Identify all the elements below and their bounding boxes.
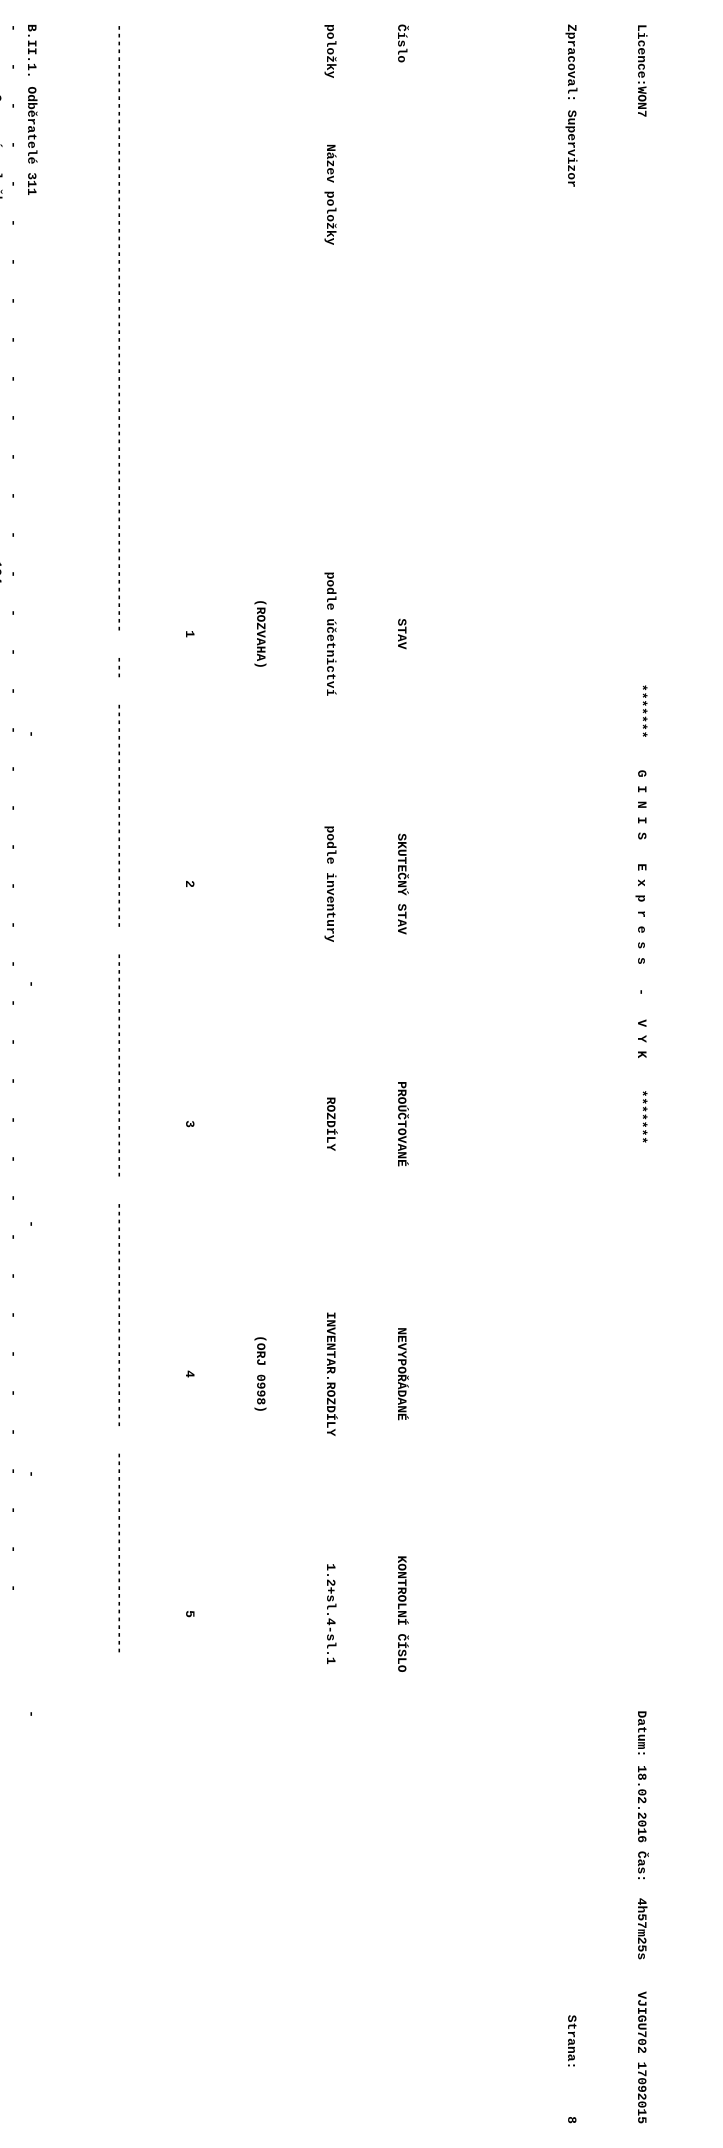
item-name: B.II.1. Odběratelé 311 [22, 24, 40, 504]
column-headers-2: položky Název položky podle účetnictví p… [322, 24, 340, 2124]
licence: Licence:WON7 [633, 24, 651, 118]
value-col-3: - [22, 1104, 40, 1344]
value-col-2: - [0, 864, 5, 1104]
col-2: SKUTEČNÝ STAV [392, 764, 410, 1004]
col-item-no: Číslo [392, 24, 410, 144]
account-number [22, 504, 40, 604]
table-row: B.II.1. Odběratelé 311----- [22, 24, 40, 2124]
column-headers-3: (ROZVAHA) (ORJ 0998) [251, 24, 269, 2124]
table-row: Opravné položky194----- [0, 24, 5, 2124]
date-block: Datum: 18.02.2016 Čas: 4h57m25s VJIGU702… [633, 1710, 651, 2124]
col-name: Název položky [322, 144, 340, 504]
row-separator: - - - - - - - - - - - - - - - - - - - - … [5, 24, 23, 2124]
value-col-1: - [22, 604, 40, 864]
value-col-4: - [22, 1344, 40, 1604]
item-name: Opravné položky [0, 24, 5, 504]
col-1: STAV [392, 504, 410, 764]
col-4: NEVYPOŘÁDANÉ [392, 1244, 410, 1504]
value-col-5: - [0, 1604, 5, 1824]
col-5: KONTROLNÍ ČÍSLO [392, 1504, 410, 1724]
value-col-5: - [22, 1604, 40, 1824]
account-number: 194 [0, 504, 5, 604]
value-col-4: - [0, 1344, 5, 1604]
value-col-1: - [0, 604, 5, 864]
column-headers: Číslo STAV SKUTEČNÝ STAV PROÚČTOVANÉ NEV… [392, 24, 410, 2124]
header-line-2: Zpracoval: Supervizor Strana: 8 [563, 24, 581, 2124]
system-title: ******* G I N I S E x p r e s s - V Y K … [633, 684, 651, 1144]
data-rows: B.II.1. Odběratelé 311------ - - - - - -… [0, 24, 40, 2124]
report-page: Licence:WON7 ******* G I N I S E x p r e… [0, 0, 723, 2148]
page-number: Strana: 8 [563, 2015, 581, 2124]
col-3: PROÚČTOVANÉ [392, 1004, 410, 1244]
column-numbers: 1 2 3 4 5 [180, 24, 198, 2124]
header-line-1: Licence:WON7 ******* G I N I S E x p r e… [633, 24, 651, 2124]
value-col-2: - [22, 864, 40, 1104]
value-col-3: - [0, 1104, 5, 1344]
processed: Zpracoval: Supervizor [563, 24, 581, 188]
header-rule: ----------------------------------------… [110, 24, 128, 2124]
